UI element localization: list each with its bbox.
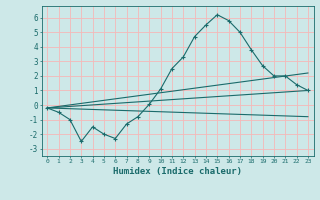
X-axis label: Humidex (Indice chaleur): Humidex (Indice chaleur)	[113, 167, 242, 176]
